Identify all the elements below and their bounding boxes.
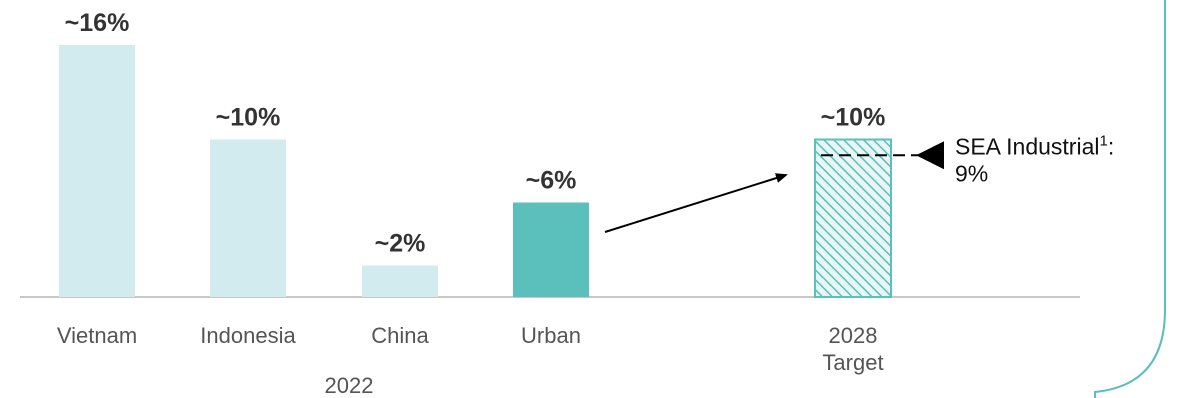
reference-separator: : [1108,133,1114,159]
bar-2028-target [814,138,892,298]
reference-label: SEA Industrial1: [955,132,1114,159]
bar-china [362,265,438,297]
category-label-vietnam: Vietnam [57,323,137,348]
reference-value-label: 9% [955,160,988,186]
data-label-urban: ~6% [526,167,577,195]
reference-footnote: 1 [1099,132,1107,149]
data-labels-group: ~16% ~10% ~2% ~6% ~10% [65,9,886,258]
data-label-china: ~2% [375,230,426,258]
reference-pointer-triangle-icon [916,141,944,170]
growth-arrow [604,173,788,233]
category-label-china: China [371,323,429,348]
panel-frame-border [1094,0,1166,398]
data-label-2028-target: ~10% [821,104,886,132]
bars-group [59,45,892,298]
data-label-vietnam: ~16% [65,9,130,37]
category-label-urban: Urban [521,323,581,348]
category-label-target-line-2: Target [822,350,883,375]
bar-vietnam [59,45,135,297]
reference-label-name: SEA Industrial [955,133,1099,159]
bar-indonesia [210,139,286,297]
bar-urban [513,202,589,297]
data-label-indonesia: ~10% [216,104,281,132]
category-label-target-line-1: 2028 [829,323,878,348]
category-label-indonesia: Indonesia [200,323,296,348]
group-label-2022: 2022 [325,373,374,398]
